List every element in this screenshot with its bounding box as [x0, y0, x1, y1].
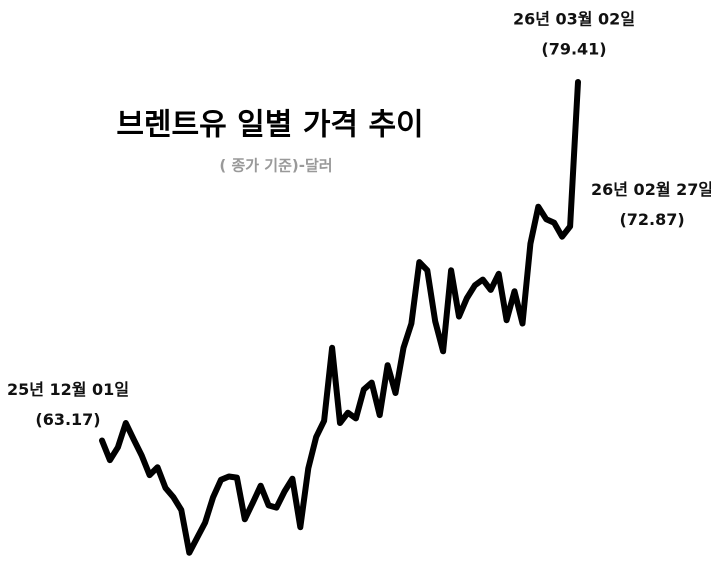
price-line — [99, 79, 581, 556]
value-label: (79.41) — [541, 40, 606, 59]
chart-subtitle: ( 종가 기준)-달러 — [219, 157, 332, 175]
chart-title: 브렌트유 일별 가격 추이 — [116, 108, 423, 143]
value-label: (63.17) — [35, 410, 100, 429]
date-label: 26년 03월 02일 — [513, 10, 635, 29]
value-label: (72.87) — [619, 210, 684, 229]
date-label: 25년 12월 01일 — [7, 380, 129, 399]
date-label: 26년 02월 27일 — [591, 180, 711, 199]
